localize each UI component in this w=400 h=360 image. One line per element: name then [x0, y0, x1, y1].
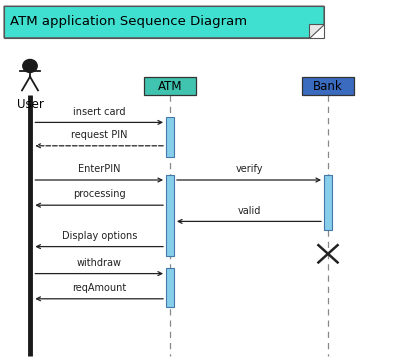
Bar	[302, 77, 354, 95]
Text: reqAmount: reqAmount	[72, 283, 126, 293]
Text: insert card: insert card	[73, 107, 126, 117]
Text: Display options: Display options	[62, 231, 137, 241]
Polygon shape	[4, 6, 324, 38]
Bar	[166, 117, 174, 157]
Bar	[166, 268, 174, 307]
Text: valid: valid	[237, 206, 261, 216]
Text: Bank: Bank	[313, 80, 343, 93]
Bar	[144, 77, 196, 95]
Text: processing: processing	[73, 189, 126, 199]
Circle shape	[23, 59, 37, 72]
Text: request PIN: request PIN	[71, 130, 128, 140]
Polygon shape	[309, 24, 324, 38]
Bar	[324, 175, 332, 230]
Text: EnterPIN: EnterPIN	[78, 164, 120, 174]
Text: User: User	[16, 98, 44, 111]
Text: ATM application Sequence Diagram: ATM application Sequence Diagram	[10, 15, 247, 28]
Text: verify: verify	[235, 164, 263, 174]
Bar	[166, 175, 174, 256]
Text: withdraw: withdraw	[77, 258, 122, 268]
Text: ATM: ATM	[158, 80, 182, 93]
